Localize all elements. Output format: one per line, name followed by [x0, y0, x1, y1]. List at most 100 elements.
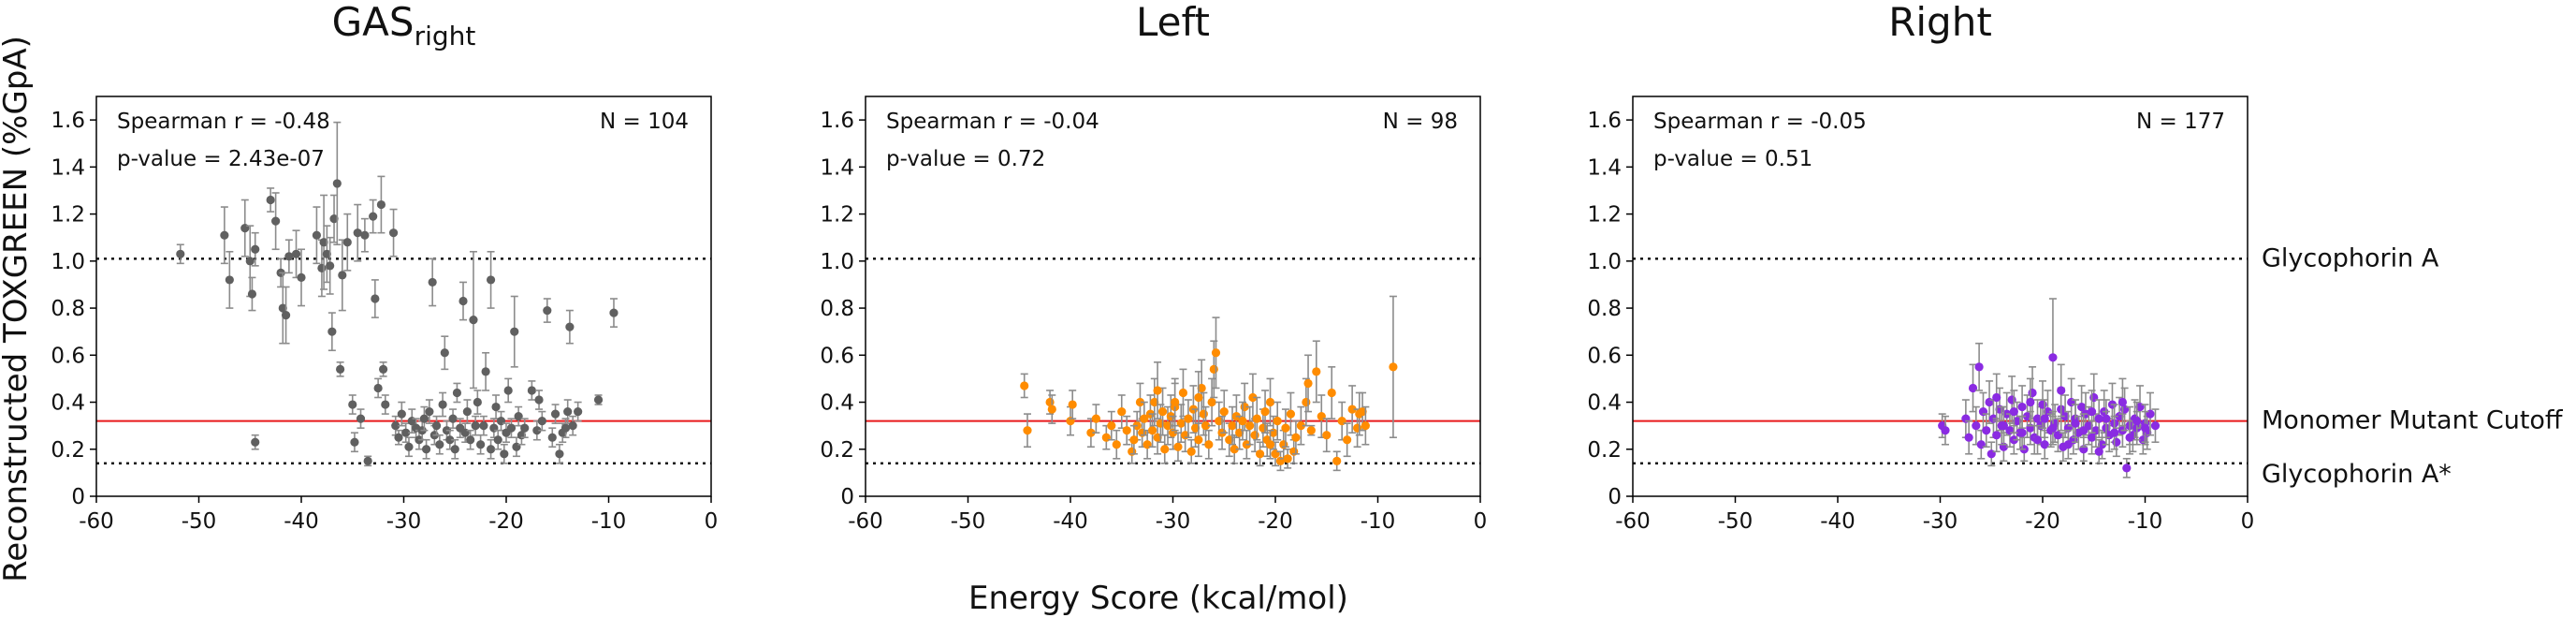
y-tick-label: 1.2	[820, 203, 854, 228]
point-marker	[2087, 406, 2097, 417]
point-marker	[1260, 406, 1270, 417]
data-point	[1186, 438, 1196, 464]
data-point	[1999, 405, 2008, 446]
point-marker	[360, 230, 370, 240]
data-point	[1160, 434, 1170, 464]
data-point	[317, 239, 327, 298]
point-marker	[1135, 397, 1145, 407]
data-point	[506, 418, 517, 439]
point-marker	[369, 212, 378, 221]
data-point	[350, 432, 359, 453]
point-marker	[2026, 397, 2035, 407]
data-point	[1112, 429, 1121, 460]
point-marker	[1201, 421, 1211, 431]
point-marker	[2032, 414, 2043, 423]
data-point	[1122, 415, 1131, 446]
data-point	[547, 427, 557, 449]
point-marker	[1250, 431, 1259, 440]
data-point	[397, 401, 406, 427]
point-marker	[1153, 386, 1162, 395]
label-monomer-mutant-cutoff: Monomer Mutant Cutoff	[2262, 406, 2564, 435]
p-value-text: p-value = 2.43e-07	[117, 147, 325, 171]
data-point	[326, 236, 335, 295]
x-tick-label: -60	[79, 509, 114, 534]
x-tick-label: -10	[591, 509, 627, 534]
data-point	[2150, 408, 2161, 444]
point-marker	[278, 303, 287, 313]
point-marker	[2060, 412, 2070, 421]
point-marker	[1199, 409, 1208, 419]
x-tick-label: -10	[2128, 509, 2163, 534]
data-point	[2087, 390, 2097, 434]
point-marker	[2017, 402, 2027, 412]
point-marker	[225, 275, 234, 285]
point-marker	[2122, 464, 2132, 473]
point-marker	[452, 388, 462, 398]
point-marker	[1327, 388, 1336, 398]
data-point	[1332, 450, 1342, 472]
point-marker	[2017, 428, 2027, 437]
panel-title: Left	[1136, 0, 1210, 45]
data-point	[1023, 413, 1032, 449]
point-marker	[391, 421, 400, 431]
point-marker	[1974, 362, 1984, 372]
data-point	[353, 203, 362, 262]
x-tick-label: 0	[1474, 509, 1488, 534]
data-point	[1068, 390, 1077, 419]
data-point	[425, 399, 434, 424]
point-marker	[2057, 386, 2066, 395]
data-point	[1347, 385, 1357, 434]
data-point	[500, 443, 509, 464]
point-marker	[1941, 426, 1950, 435]
data-point	[1245, 405, 1255, 446]
point-marker	[1238, 417, 1247, 426]
point-marker	[404, 442, 414, 451]
data-point	[450, 438, 459, 460]
y-tick-label: 0.8	[820, 297, 854, 321]
data-point	[247, 276, 257, 312]
data-point	[1066, 405, 1075, 436]
point-marker	[291, 249, 301, 258]
point-marker	[593, 395, 604, 405]
point-marker	[1068, 400, 1077, 409]
point-marker	[338, 271, 347, 280]
point-marker	[251, 437, 260, 447]
point-marker	[547, 433, 557, 442]
data-point	[462, 399, 472, 424]
data-point	[1265, 429, 1275, 460]
point-marker	[1225, 435, 1234, 445]
data-point	[491, 394, 501, 419]
point-marker	[493, 435, 502, 445]
point-marker	[1283, 454, 1292, 464]
point-marker	[319, 238, 328, 247]
y-tick-label: 1.6	[820, 109, 854, 133]
point-marker	[394, 433, 403, 442]
data-point	[1129, 424, 1139, 455]
point-marker	[329, 214, 339, 224]
x-tick-label: -50	[1718, 509, 1754, 534]
point-marker	[1312, 367, 1321, 376]
data-point	[356, 408, 366, 429]
data-point	[593, 394, 604, 405]
n-count-text: N = 177	[2136, 110, 2225, 134]
point-marker	[2063, 440, 2073, 449]
point-marker	[1023, 426, 1032, 435]
point-marker	[1148, 426, 1157, 435]
point-marker	[312, 230, 322, 240]
point-marker	[379, 364, 388, 374]
point-marker	[1343, 435, 1352, 445]
y-tick-label: 0	[71, 485, 85, 509]
panel-1: GASright -60 -50 -40 -30 -20 -10 0 0 0.2 0.4 0.6 0.8…	[51, 0, 718, 534]
point-marker	[1347, 405, 1357, 414]
point-marker	[1999, 421, 2008, 431]
point-marker	[317, 263, 327, 272]
x-tick-label: -30	[1156, 509, 1191, 534]
data-point	[1117, 394, 1127, 429]
data-point	[1091, 404, 1100, 434]
data-point	[560, 418, 571, 439]
point-marker	[1207, 397, 1216, 407]
point-marker	[609, 308, 619, 317]
data-point	[297, 248, 306, 307]
data-point	[327, 312, 337, 352]
x-tick-label: -20	[488, 509, 524, 534]
